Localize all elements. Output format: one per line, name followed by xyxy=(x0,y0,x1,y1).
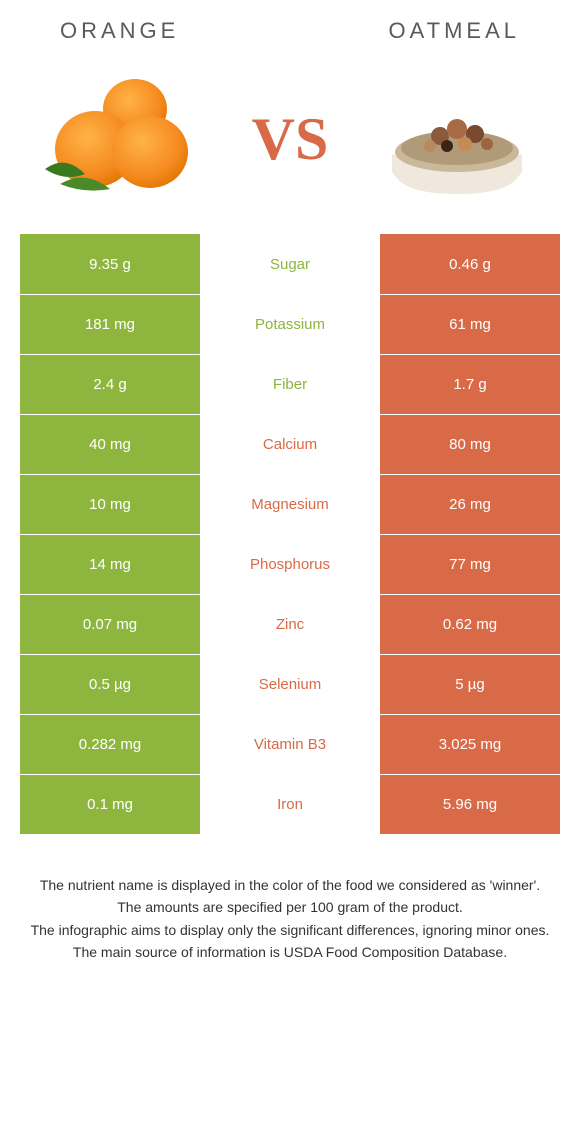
value-a: 9.35 g xyxy=(20,234,200,294)
footer-notes: The nutrient name is displayed in the co… xyxy=(30,874,550,964)
table-row: 14 mgPhosphorus77 mg xyxy=(20,534,560,594)
value-a: 10 mg xyxy=(20,475,200,534)
value-b: 26 mg xyxy=(380,475,560,534)
value-a: 40 mg xyxy=(20,415,200,474)
value-a: 0.1 mg xyxy=(20,775,200,834)
value-b: 61 mg xyxy=(380,295,560,354)
table-row: 0.282 mgVitamin B33.025 mg xyxy=(20,714,560,774)
table-row: 0.1 mgIron5.96 mg xyxy=(20,774,560,834)
table-row: 0.07 mgZinc0.62 mg xyxy=(20,594,560,654)
nutrient-label: Phosphorus xyxy=(200,535,380,594)
table-row: 181 mgPotassium61 mg xyxy=(20,294,560,354)
nutrient-label: Fiber xyxy=(200,355,380,414)
value-b: 5 µg xyxy=(380,655,560,714)
table-row: 0.5 µgSelenium5 µg xyxy=(20,654,560,714)
value-b: 80 mg xyxy=(380,415,560,474)
table-row: 40 mgCalcium80 mg xyxy=(20,414,560,474)
footer-line: The amounts are specified per 100 gram o… xyxy=(30,896,550,918)
vs-label: VS xyxy=(252,105,329,174)
table-row: 9.35 gSugar0.46 g xyxy=(20,234,560,294)
value-b: 1.7 g xyxy=(380,355,560,414)
oatmeal-image xyxy=(375,74,540,204)
value-b: 5.96 mg xyxy=(380,775,560,834)
value-b: 77 mg xyxy=(380,535,560,594)
footer-line: The main source of information is USDA F… xyxy=(30,941,550,963)
orange-image xyxy=(40,74,205,204)
value-a: 0.07 mg xyxy=(20,595,200,654)
table-row: 2.4 gFiber1.7 g xyxy=(20,354,560,414)
table-row: 10 mgMagnesium26 mg xyxy=(20,474,560,534)
value-a: 181 mg xyxy=(20,295,200,354)
nutrient-label: Sugar xyxy=(200,234,380,294)
value-a: 0.282 mg xyxy=(20,715,200,774)
food-b-title: OATMEAL xyxy=(388,18,520,44)
nutrient-label: Iron xyxy=(200,775,380,834)
value-b: 0.62 mg xyxy=(380,595,560,654)
comparison-table: 9.35 gSugar0.46 g181 mgPotassium61 mg2.4… xyxy=(20,234,560,834)
value-a: 0.5 µg xyxy=(20,655,200,714)
value-b: 3.025 mg xyxy=(380,715,560,774)
nutrient-label: Calcium xyxy=(200,415,380,474)
nutrient-label: Vitamin B3 xyxy=(200,715,380,774)
nutrient-label: Zinc xyxy=(200,595,380,654)
footer-line: The infographic aims to display only the… xyxy=(30,919,550,941)
nutrient-label: Selenium xyxy=(200,655,380,714)
footer-line: The nutrient name is displayed in the co… xyxy=(30,874,550,896)
value-b: 0.46 g xyxy=(380,234,560,294)
value-a: 2.4 g xyxy=(20,355,200,414)
nutrient-label: Magnesium xyxy=(200,475,380,534)
hero-row: VS xyxy=(0,54,580,234)
nutrient-label: Potassium xyxy=(200,295,380,354)
food-a-title: ORANGE xyxy=(60,18,179,44)
value-a: 14 mg xyxy=(20,535,200,594)
